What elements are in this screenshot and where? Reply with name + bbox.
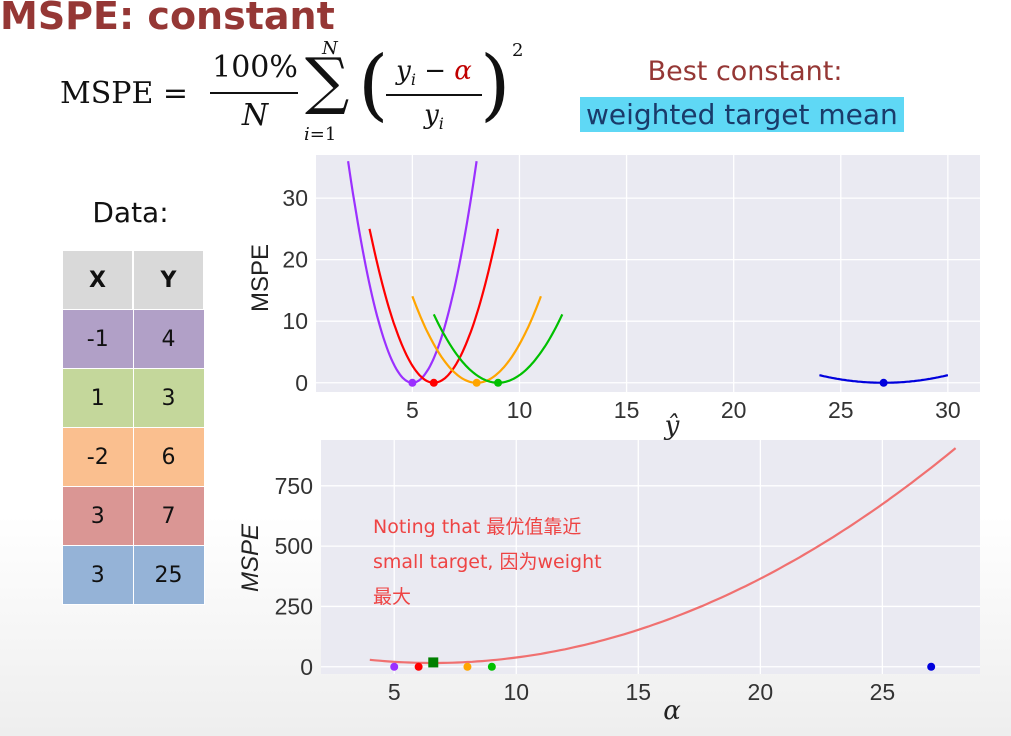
x-tick-label: 10 bbox=[507, 397, 533, 423]
formula-denominator: N bbox=[241, 98, 269, 133]
cell-x: -1 bbox=[62, 309, 134, 369]
exponent: 2 bbox=[512, 40, 524, 61]
best-constant-highlight: weighted target mean bbox=[580, 97, 904, 132]
inner-fraction-bar bbox=[386, 94, 482, 96]
target-point-1 bbox=[390, 662, 399, 671]
data-table: X Y -1 4 1 3 -2 6 3 7 3 25 bbox=[62, 250, 205, 605]
inner-numerator: yi − α bbox=[396, 56, 472, 90]
cell-x: -2 bbox=[62, 427, 134, 487]
data-caption: Data: bbox=[92, 196, 169, 229]
x-tick-label: 25 bbox=[828, 397, 854, 423]
y-tick-label: 0 bbox=[295, 370, 308, 396]
cell-y: 7 bbox=[132, 486, 205, 546]
x-tick-label: 20 bbox=[721, 397, 747, 423]
cell-y: 3 bbox=[132, 368, 205, 428]
x-tick-label: 5 bbox=[406, 397, 419, 423]
annotation-note: Noting that 最优值靠近small target, 因为weight最… bbox=[373, 516, 602, 608]
sum-lower-limit: i=1 bbox=[304, 124, 337, 145]
slide-title: MSPE: constant bbox=[0, 0, 335, 38]
mspe-formula: MSPE = 100% N N ∑ i=1 ( yi − α yi ) 2 bbox=[60, 38, 540, 155]
minimum-point-1 bbox=[408, 378, 417, 387]
y-axis-label: MSPE bbox=[247, 244, 274, 312]
y-axis-label: MSPE bbox=[237, 523, 264, 592]
fraction-bar bbox=[210, 92, 298, 94]
table-header-row: X Y bbox=[62, 250, 205, 310]
mspe-curve bbox=[369, 447, 957, 665]
left-paren: ( bbox=[358, 40, 389, 130]
header-y: Y bbox=[132, 250, 205, 310]
x-tick-label: 15 bbox=[625, 679, 651, 705]
table-row: -1 4 bbox=[62, 309, 205, 369]
y-tick-label: 30 bbox=[282, 185, 308, 211]
x-tick-label: 20 bbox=[748, 679, 774, 705]
formula-lhs: MSPE = bbox=[60, 76, 189, 111]
cell-y: 6 bbox=[132, 427, 205, 487]
cell-y: 25 bbox=[132, 545, 205, 605]
inner-denominator: yi bbox=[424, 100, 444, 134]
x-tick-label: 10 bbox=[503, 679, 529, 705]
minimum-point-3 bbox=[472, 378, 481, 387]
cell-x: 1 bbox=[62, 368, 134, 428]
y-tick-label: 750 bbox=[275, 473, 313, 499]
right-paren: ) bbox=[480, 40, 511, 130]
x-axis-label: α bbox=[663, 696, 681, 726]
sum-upper-limit: N bbox=[322, 38, 338, 59]
minimum-point-5 bbox=[879, 378, 888, 387]
y-tick-label: 0 bbox=[300, 654, 313, 680]
minimum-point-4 bbox=[494, 378, 503, 387]
cell-y: 4 bbox=[132, 309, 205, 369]
x-tick-label: 15 bbox=[614, 397, 640, 423]
x-tick-label: 5 bbox=[388, 679, 401, 705]
minimum-point-2 bbox=[429, 378, 438, 387]
table-row: 3 7 bbox=[62, 486, 205, 546]
plot-area-1 bbox=[316, 155, 980, 392]
plot-area-2 bbox=[321, 440, 980, 674]
target-point-3 bbox=[463, 662, 472, 671]
y-tick-label: 10 bbox=[282, 308, 308, 334]
table-row: -2 6 bbox=[62, 427, 205, 487]
y-tick-label: 250 bbox=[275, 593, 313, 619]
x-axis-label: ŷ bbox=[664, 411, 680, 441]
target-point-4 bbox=[487, 662, 496, 671]
x-tick-label: 30 bbox=[935, 397, 961, 423]
target-point-2 bbox=[414, 662, 423, 671]
cell-x: 3 bbox=[62, 486, 134, 546]
y-tick-label: 20 bbox=[282, 247, 308, 273]
sigma-symbol: ∑ bbox=[305, 44, 350, 117]
optimum-marker bbox=[428, 657, 439, 668]
table-row: 3 25 bbox=[62, 545, 205, 605]
header-x: X bbox=[62, 250, 134, 310]
formula-numerator: 100% bbox=[212, 50, 298, 85]
best-constant-label: Best constant: bbox=[647, 56, 843, 87]
table-row: 1 3 bbox=[62, 368, 205, 428]
target-point-5 bbox=[927, 662, 936, 671]
x-tick-label: 25 bbox=[870, 679, 896, 705]
y-tick-label: 500 bbox=[275, 533, 313, 559]
